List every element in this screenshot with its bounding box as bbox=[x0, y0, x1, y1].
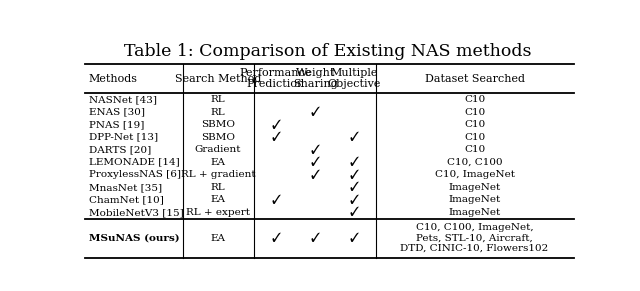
Text: Multiple
Objective: Multiple Objective bbox=[328, 68, 381, 89]
Text: C10: C10 bbox=[464, 120, 485, 129]
Text: $\checkmark$: $\checkmark$ bbox=[349, 231, 360, 245]
Text: C10: C10 bbox=[464, 145, 485, 154]
Text: EA: EA bbox=[211, 158, 225, 167]
Text: ChamNet [10]: ChamNet [10] bbox=[89, 195, 164, 204]
Text: ENAS [30]: ENAS [30] bbox=[89, 107, 145, 116]
Text: RL: RL bbox=[211, 95, 225, 104]
Text: MnasNet [35]: MnasNet [35] bbox=[89, 183, 162, 192]
Text: C10: C10 bbox=[464, 107, 485, 116]
Text: RL + expert: RL + expert bbox=[186, 208, 250, 217]
Text: NASNet [43]: NASNet [43] bbox=[89, 95, 157, 104]
Text: C10, C100: C10, C100 bbox=[447, 158, 502, 167]
Text: Search Method: Search Method bbox=[175, 74, 261, 84]
Text: $\checkmark$: $\checkmark$ bbox=[349, 130, 360, 144]
Text: Methods: Methods bbox=[89, 74, 138, 84]
Text: $\checkmark$: $\checkmark$ bbox=[349, 193, 360, 207]
Text: Gradient: Gradient bbox=[195, 145, 241, 154]
Text: $\checkmark$: $\checkmark$ bbox=[349, 168, 360, 182]
Text: $\checkmark$: $\checkmark$ bbox=[271, 130, 282, 144]
Text: $\checkmark$: $\checkmark$ bbox=[310, 143, 321, 157]
Text: $\checkmark$: $\checkmark$ bbox=[349, 205, 360, 219]
Text: SBMO: SBMO bbox=[201, 120, 235, 129]
Text: ImageNet: ImageNet bbox=[449, 208, 500, 217]
Text: RL: RL bbox=[211, 183, 225, 192]
Text: DPP-Net [13]: DPP-Net [13] bbox=[89, 133, 158, 142]
Text: ImageNet: ImageNet bbox=[449, 195, 500, 204]
Text: $\checkmark$: $\checkmark$ bbox=[310, 155, 321, 169]
Text: C10: C10 bbox=[464, 133, 485, 142]
Text: PNAS [19]: PNAS [19] bbox=[89, 120, 144, 129]
Text: MobileNetV3 [15]: MobileNetV3 [15] bbox=[89, 208, 184, 217]
Text: Table 1: Comparison of Existing NAS methods: Table 1: Comparison of Existing NAS meth… bbox=[124, 43, 532, 60]
Text: $\checkmark$: $\checkmark$ bbox=[271, 118, 282, 132]
Text: LEMONADE [14]: LEMONADE [14] bbox=[89, 158, 180, 167]
Text: $\checkmark$: $\checkmark$ bbox=[310, 231, 321, 245]
Text: $\checkmark$: $\checkmark$ bbox=[349, 155, 360, 169]
Text: $\checkmark$: $\checkmark$ bbox=[349, 180, 360, 194]
Text: Dataset Searched: Dataset Searched bbox=[424, 74, 525, 84]
Text: $\checkmark$: $\checkmark$ bbox=[271, 193, 282, 207]
Text: C10: C10 bbox=[464, 95, 485, 104]
Text: SBMO: SBMO bbox=[201, 133, 235, 142]
Text: $\checkmark$: $\checkmark$ bbox=[310, 105, 321, 119]
Text: RL: RL bbox=[211, 107, 225, 116]
Text: C10, ImageNet: C10, ImageNet bbox=[435, 170, 515, 179]
Text: EA: EA bbox=[211, 195, 225, 204]
Text: RL + gradient: RL + gradient bbox=[180, 170, 255, 179]
Text: ProxylessNAS [6]: ProxylessNAS [6] bbox=[89, 170, 181, 179]
Text: EA: EA bbox=[211, 234, 225, 243]
Text: C10, C100, ImageNet,
Pets, STL-10, Aircraft,
DTD, CINIC-10, Flowers102: C10, C100, ImageNet, Pets, STL-10, Aircr… bbox=[401, 223, 548, 253]
Text: DARTS [20]: DARTS [20] bbox=[89, 145, 151, 154]
Text: $\checkmark$: $\checkmark$ bbox=[271, 231, 282, 245]
Text: ImageNet: ImageNet bbox=[449, 183, 500, 192]
Text: Weight
Sharing: Weight Sharing bbox=[293, 68, 338, 89]
Text: $\checkmark$: $\checkmark$ bbox=[310, 168, 321, 182]
Text: MSuNAS (ours): MSuNAS (ours) bbox=[89, 234, 180, 243]
Text: Performance
Prediction: Performance Prediction bbox=[240, 68, 312, 89]
